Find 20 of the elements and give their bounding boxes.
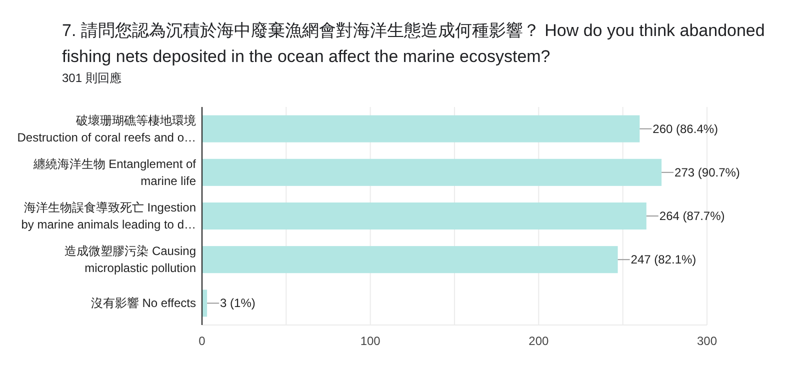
data-label: 3 (1%): [220, 296, 256, 310]
y-tick-label: 海洋生物誤食導致死亡 Ingestion by marine animals leading to d…: [21, 200, 196, 232]
bar: [202, 115, 640, 142]
x-tick-label: 200: [528, 334, 549, 348]
y-tick-label: 沒有影響 No effects: [90, 296, 196, 310]
chart-title: 7. 請問您認為沉積於海中廢棄漁網會對海洋生態造成何種影響？ How do you think abandoned fishing nets deposited in the ocean affect the marine ecosystem?: [62, 21, 765, 66]
x-tick-label: 0: [198, 334, 206, 348]
bar: [202, 158, 662, 186]
data-label: 273 (90.7%): [674, 165, 740, 180]
x-tick-label: 100: [360, 334, 381, 348]
y-tick-label: 破壞珊瑚礁等棲地環境 Destruction of coral reefs and o…: [17, 113, 196, 144]
y-tick-label: 纏繞海洋生物 Entanglement of marine life: [32, 156, 197, 188]
y-tick-label: 造成微塑膠污染 Causing microplastic pollution: [64, 244, 196, 276]
data-label: 247 (82.1%): [630, 252, 696, 267]
x-tick-label: 300: [696, 334, 718, 348]
bar: [202, 246, 618, 274]
data-label: 264 (87.7%): [659, 209, 725, 223]
data-label: 260 (86.4%): [652, 122, 718, 136]
bar: [202, 202, 646, 230]
text: 301 則回應: [62, 71, 122, 85]
